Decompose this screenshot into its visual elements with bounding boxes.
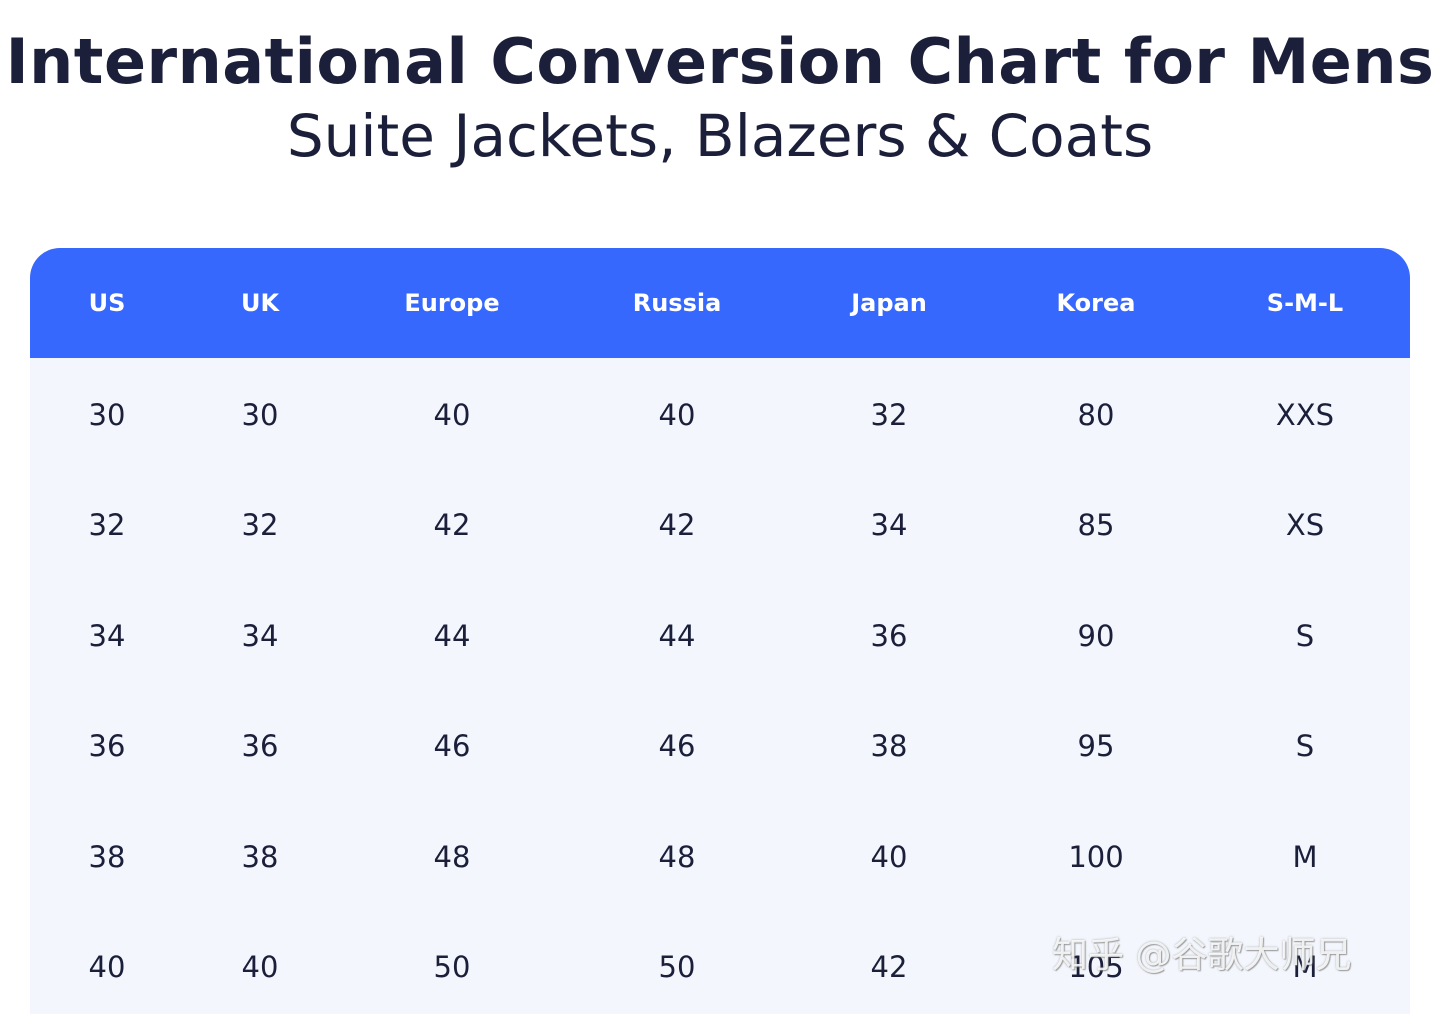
table-cell-europe: 50	[433, 950, 471, 984]
table-cell-korea: 95	[1077, 729, 1115, 764]
table-cell-uk: 34	[241, 618, 279, 653]
table-row: 34 34 44 44 36 90 S	[30, 581, 1410, 691]
table-cell-korea: 100	[1068, 839, 1124, 874]
table-cell-uk: 30	[241, 398, 279, 432]
table-cell-russia: 48	[658, 839, 696, 874]
table-row: 36 36 46 46 38 95 S	[30, 691, 1410, 801]
table-cell-us: 34	[88, 618, 126, 653]
table-cell-sml: S	[1295, 729, 1315, 764]
table-cell-us: 32	[88, 508, 126, 543]
table-row: 38 38 48 48 40 100 M	[30, 802, 1410, 912]
table-cell-japan: 32	[870, 398, 908, 432]
table-cell-sml: XS	[1285, 508, 1325, 543]
table-cell-russia: 44	[658, 618, 696, 653]
table-cell-korea: 85	[1077, 508, 1115, 543]
table-row: 40 40 50 50 42 105 M	[30, 912, 1410, 1014]
table-cell-uk: 36	[241, 729, 279, 764]
table-row: 32 32 42 42 34 85 XS	[30, 470, 1410, 580]
table-cell-uk: 40	[241, 950, 279, 984]
column-header-europe: Europe	[404, 289, 500, 317]
table-cell-sml: XXS	[1275, 398, 1335, 432]
watermark-text: 知乎 @谷歌大师兄	[1052, 935, 1352, 976]
table-cell-sml: M	[1292, 950, 1318, 984]
table-cell-japan: 38	[870, 729, 908, 764]
table-cell-uk: 38	[241, 839, 279, 874]
table-row: 30 30 40 40 32 80 XXS	[30, 360, 1410, 470]
table-cell-uk: 32	[241, 508, 279, 543]
column-header-japan: Japan	[851, 289, 927, 317]
table-cell-japan: 40	[870, 839, 908, 874]
table-cell-europe: 46	[433, 729, 471, 764]
table-cell-japan: 36	[870, 618, 908, 653]
table-cell-korea: 105	[1068, 950, 1124, 984]
table-cell-japan: 42	[870, 950, 908, 984]
table-cell-us: 40	[88, 950, 126, 984]
table-cell-europe: 42	[433, 508, 471, 543]
table-cell-europe: 40	[433, 398, 471, 432]
table-cell-korea: 90	[1077, 618, 1115, 653]
table-cell-sml: M	[1292, 839, 1318, 874]
column-header-sml: S-M-L	[1266, 289, 1344, 317]
table-cell-russia: 40	[658, 398, 696, 432]
table-header-row: US UK Europe Russia Japan Korea S-M-L	[30, 248, 1410, 358]
column-header-russia: Russia	[632, 289, 722, 317]
table-cell-japan: 34	[870, 508, 908, 543]
table-cell-us: 38	[88, 839, 126, 874]
table-cell-russia: 42	[658, 508, 696, 543]
table-cell-russia: 46	[658, 729, 696, 764]
table-cell-sml: S	[1295, 618, 1315, 653]
table-cell-russia: 50	[658, 950, 696, 984]
table-cell-us: 36	[88, 729, 126, 764]
table-cell-korea: 80	[1077, 398, 1115, 432]
table-cell-europe: 48	[433, 839, 471, 874]
table-cell-europe: 44	[433, 618, 471, 653]
column-header-uk: UK	[240, 289, 280, 317]
column-header-korea: Korea	[1056, 289, 1136, 317]
conversion-table: US UK Europe Russia Japan Korea S-M-L 30 30 40 40…	[30, 248, 1410, 1014]
page-title: International Conversion Chart for Mens	[5, 25, 1435, 98]
column-header-us: US	[88, 289, 126, 317]
table-cell-us: 30	[88, 398, 126, 432]
page-subtitle: Suite Jackets, Blazers & Coats	[286, 102, 1154, 170]
